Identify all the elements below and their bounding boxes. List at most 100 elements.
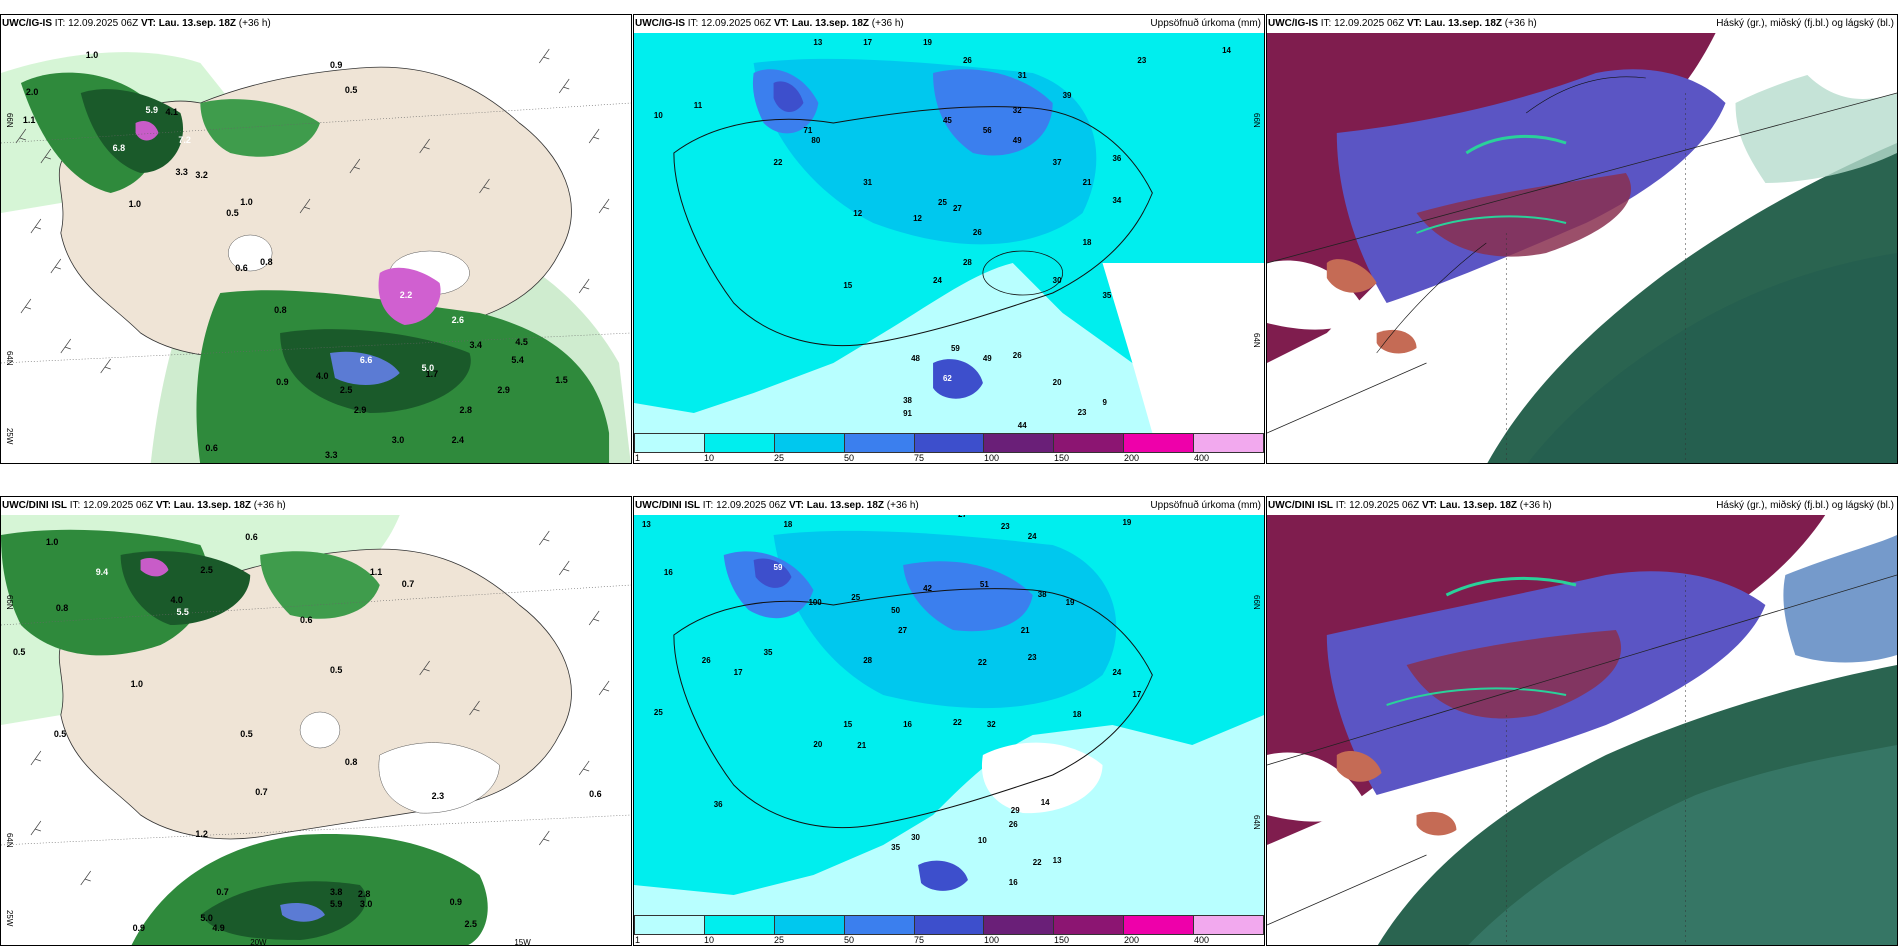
precip-wind-map: 1.0 0.6 2.5 1.1 9.4 4.0 5.5 0.5 0.6 0.7 … (1, 515, 631, 945)
colorbar-cell (1054, 916, 1125, 934)
precip-value: 2.4 (452, 435, 464, 445)
precip-value: 19 (1122, 518, 1131, 527)
precip-value: 0.9 (330, 60, 342, 70)
colorbar-cell (844, 916, 915, 934)
precip-value: 0.8 (260, 257, 272, 267)
colorbar: 1 10 25 50 75 100 150 200 400 (634, 915, 1264, 945)
precip-value: 1.0 (131, 679, 143, 689)
precip-value: 59 (774, 563, 783, 572)
colorbar-cell (844, 434, 915, 452)
precip-value: 13 (813, 38, 822, 47)
accumulated-precip-panel-ig-is: UWC/IG-IS IT: 12.09.2025 06Z VT: Lau. 13… (633, 14, 1265, 464)
precip-value: 1.2 (195, 829, 207, 839)
lat-label: 66N (1252, 595, 1261, 610)
precip-value: 13 (642, 520, 651, 529)
lon-label: 25W (5, 428, 14, 445)
precip-value: 5.5 (176, 607, 188, 617)
lat-label: 66N (1252, 113, 1261, 128)
precip-value: 17 (1132, 690, 1141, 699)
vt-value: Lau. 13.sep. 18Z (806, 500, 885, 511)
precip-value: 31 (863, 178, 872, 187)
precip-value: 0.5 (330, 665, 342, 675)
precip-value: 0.5 (345, 85, 357, 95)
lat-label: 64N (5, 833, 14, 848)
precip-wind-panel-ig-is: UWC/IG-IS IT: 12.09.2025 06Z VT: Lau. 13… (0, 14, 632, 464)
precip-value: 6.8 (113, 143, 125, 153)
precip-value: 25 (654, 708, 663, 717)
precip-value: 19 (923, 38, 932, 47)
precip-value: 4.1 (165, 107, 177, 117)
precip-value: 62 (943, 374, 952, 383)
colorbar-tick: 50 (844, 935, 855, 945)
precip-value: 15 (843, 720, 852, 729)
precip-value: 49 (1013, 136, 1022, 145)
precip-value: 71 (803, 126, 812, 135)
panel-header: UWC/DINI ISL IT: 12.09.2025 06Z VT: Lau.… (634, 497, 1264, 515)
colorbar-tick: 100 (984, 453, 1000, 463)
vt-label: VT: (788, 500, 804, 511)
precip-value: 2.2 (400, 290, 412, 300)
precip-value: 49 (983, 354, 992, 363)
vt-label: VT: (140, 18, 156, 29)
lat-label: 64N (1252, 333, 1261, 348)
precip-value: 5.9 (330, 899, 342, 909)
precip-value: 18 (1073, 710, 1082, 719)
precip-value: 0.5 (13, 647, 25, 657)
colorbar-cell (635, 434, 705, 452)
colorbar-cell (1054, 434, 1125, 452)
vt-value: Lau. 13.sep. 18Z (1424, 18, 1503, 29)
precip-value: 48 (911, 354, 920, 363)
precip-value: 28 (963, 258, 972, 267)
precip-value: 34 (1112, 196, 1121, 205)
precip-value: 9 (1103, 398, 1108, 407)
precip-value: 25 (938, 198, 947, 207)
colorbar-tick: 10 (704, 935, 715, 945)
precip-value: 59 (951, 344, 960, 353)
colorbar-tick: 200 (1124, 453, 1140, 463)
map-area (1267, 515, 1897, 945)
map-area: 13 17 19 26 31 23 14 10 11 71 80 32 39 4… (634, 33, 1264, 433)
precip-value: 6.6 (360, 355, 372, 365)
colorbar-tick: 150 (1054, 935, 1070, 945)
precip-value: 5.0 (200, 913, 212, 923)
precip-value: 50 (891, 606, 900, 615)
vt-value: Lau. 13.sep. 18Z (1439, 500, 1518, 511)
lead-time: (+36 h) (1519, 500, 1552, 511)
it-value: 12.09.2025 06Z (83, 500, 154, 511)
precip-value: 3.2 (195, 170, 207, 180)
precip-value: 38 (903, 396, 912, 405)
precip-value: 42 (923, 584, 932, 593)
precip-value: 2.5 (200, 565, 212, 575)
lead-time: (+36 h) (253, 500, 286, 511)
precip-value: 56 (983, 126, 992, 135)
vt-value: Lau. 13.sep. 18Z (173, 500, 252, 511)
colorbar-cell (704, 434, 775, 452)
precip-value: 80 (811, 136, 820, 145)
it-label: IT: (54, 18, 66, 29)
precip-value: 0.6 (205, 443, 217, 453)
precip-value: 17 (863, 38, 872, 47)
precip-value: 1.1 (23, 115, 35, 125)
precip-value: 16 (1009, 878, 1018, 887)
precip-value: 2.5 (465, 919, 477, 929)
precip-value: 1.0 (46, 537, 58, 547)
precip-value: 35 (764, 648, 773, 657)
it-label: IT: (687, 18, 699, 29)
colorbar-tick: 50 (844, 453, 855, 463)
panel-header: UWC/DINI ISL IT: 12.09.2025 06Z VT: Lau.… (1267, 497, 1897, 515)
cloud-cover-panel-ig-is: UWC/IG-IS IT: 12.09.2025 06Z VT: Lau. 13… (1266, 14, 1898, 464)
model-name: UWC/IG-IS (1268, 18, 1318, 29)
precip-value: 18 (784, 520, 793, 529)
accumulated-precip-map: 13 17 19 26 31 23 14 10 11 71 80 32 39 4… (634, 33, 1264, 433)
panel-header: UWC/IG-IS IT: 12.09.2025 06Z VT: Lau. 13… (634, 15, 1264, 33)
colorbar-tick: 1 (635, 453, 641, 463)
colorbar-tick: 200 (1124, 935, 1140, 945)
precip-value: 0.6 (235, 263, 247, 273)
precip-value: 4.9 (212, 923, 224, 933)
precip-value: 1.0 (86, 50, 98, 60)
colorbar-cell (1124, 916, 1195, 934)
colorbar-cell (914, 434, 985, 452)
accumulated-precip-panel-dini: UWC/DINI ISL IT: 12.09.2025 06Z VT: Lau.… (633, 496, 1265, 946)
precip-value: 7.2 (178, 135, 190, 145)
colorbar-cell (774, 434, 845, 452)
